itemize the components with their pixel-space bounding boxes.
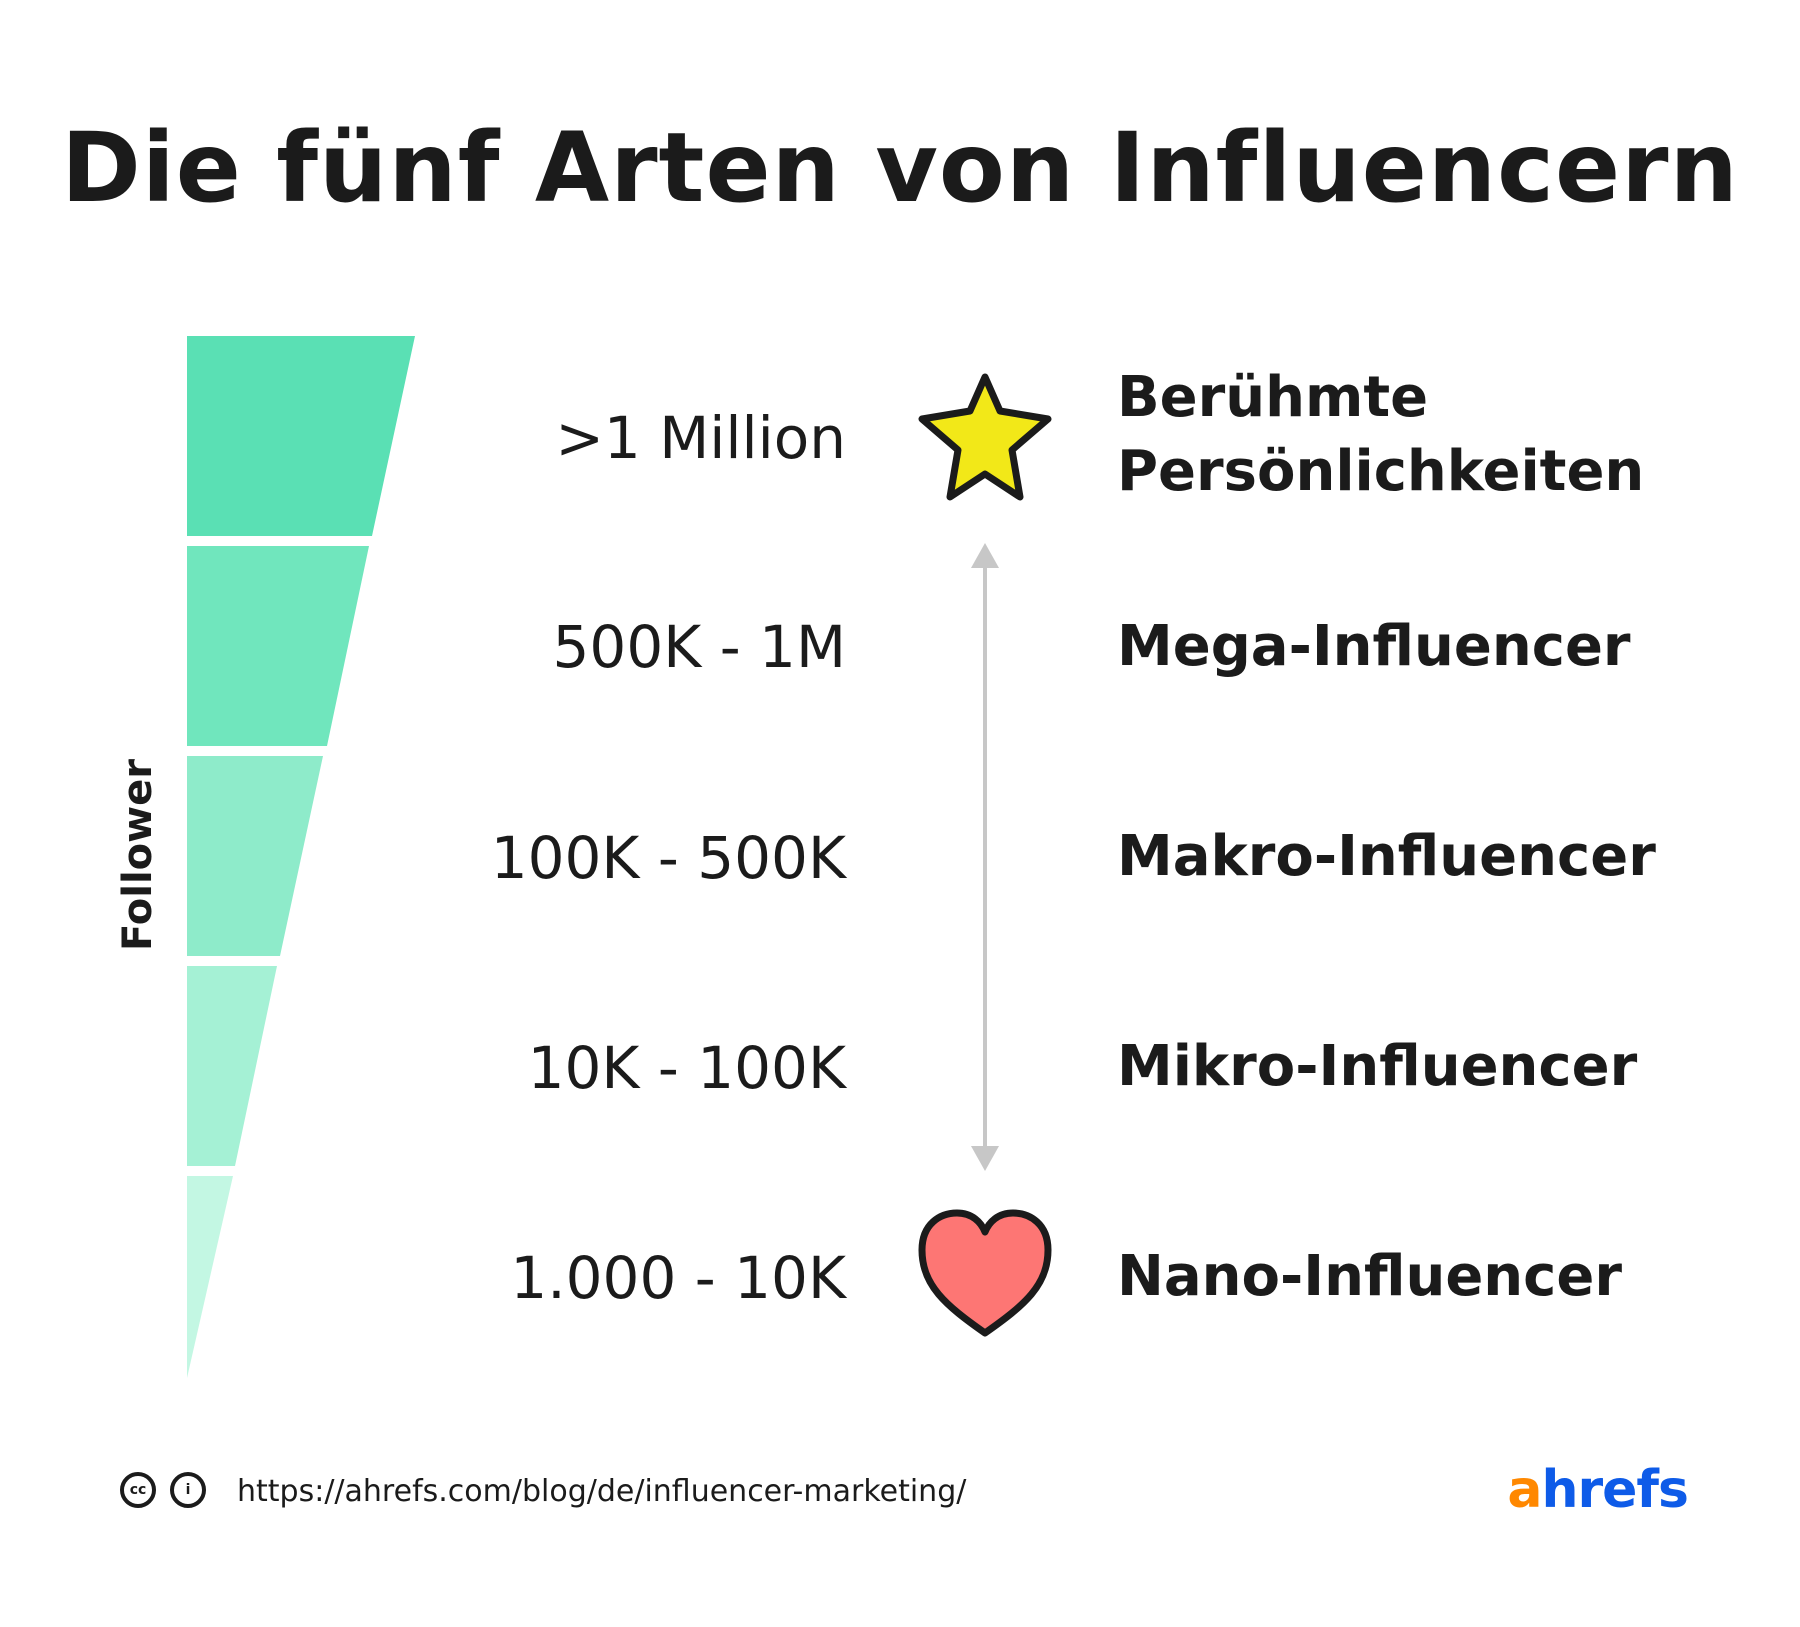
funnel-segment-1 — [187, 336, 415, 536]
logo-letters-hrefs: hrefs — [1541, 1460, 1689, 1520]
range-tier-5: 1.000 - 10K — [510, 1244, 846, 1312]
range-tier-2: 500K - 1M — [552, 613, 846, 681]
funnel-segment-4 — [187, 966, 277, 1166]
range-tier-4: 10K - 100K — [527, 1034, 846, 1102]
star-icon — [918, 373, 1052, 501]
range-tier-3: 100K - 500K — [490, 824, 846, 892]
attribution-icon: i — [170, 1472, 206, 1508]
type-tier-1-line-2: Persönlichkeiten — [1117, 439, 1645, 504]
heart-icon — [918, 1209, 1052, 1337]
axis-label-follower: Follower — [115, 759, 161, 951]
ahrefs-logo: ahrefs — [1507, 1460, 1689, 1520]
type-tier-1: Berühmte Persönlichkeiten — [1117, 361, 1644, 509]
funnel-segment-2 — [187, 546, 369, 746]
logo-letter-a: a — [1507, 1460, 1542, 1520]
double-arrow-icon — [971, 543, 999, 1171]
creative-commons-icon: cc — [120, 1472, 156, 1508]
type-tier-2: Mega-Influencer — [1117, 614, 1631, 679]
source-url-link[interactable]: https://ahrefs.com/blog/de/influencer-ma… — [237, 1474, 967, 1509]
page-title: Die fünf Arten von Influencern — [61, 112, 1739, 224]
funnel-segment-3 — [187, 756, 323, 956]
funnel-segment-5 — [187, 1176, 233, 1378]
type-tier-3: Makro-Influencer — [1117, 824, 1656, 889]
type-tier-5: Nano-Influencer — [1117, 1244, 1622, 1309]
license-icons: cc i — [120, 1472, 206, 1508]
type-tier-4: Mikro-Influencer — [1117, 1034, 1638, 1099]
range-tier-1: >1 Million — [555, 404, 846, 472]
type-tier-1-line-1: Berühmte — [1117, 365, 1429, 430]
